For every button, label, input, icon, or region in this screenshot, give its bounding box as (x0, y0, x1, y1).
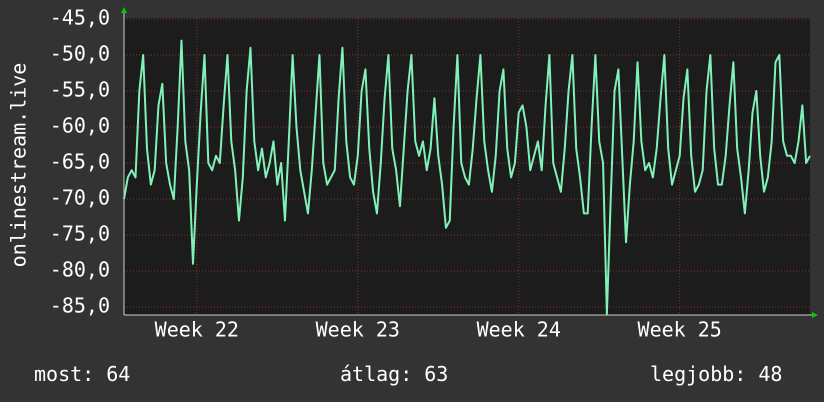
y-tick-label: -70,0 (50, 186, 110, 210)
y-tick-label: -75,0 (50, 222, 110, 246)
x-tick-label: Week 22 (155, 318, 239, 342)
y-axis-label: onlinestream.live (7, 63, 31, 268)
x-tick-label: Week 23 (316, 318, 400, 342)
stat-value: 48 (758, 362, 782, 386)
y-tick-label: -85,0 (50, 294, 110, 318)
y-tick-label: -60,0 (50, 114, 110, 138)
y-tick-label: -80,0 (50, 258, 110, 282)
x-tick-label: Week 25 (638, 318, 722, 342)
data-line (123, 39, 811, 316)
y-tick-label: -50,0 (50, 42, 110, 66)
y-tick-label: -45,0 (50, 6, 110, 30)
stat-label: átlag: (340, 362, 412, 386)
stat: legjobb: 48 (650, 362, 782, 386)
x-tick-label: Week 24 (477, 318, 561, 342)
stat: átlag: 63 (340, 362, 448, 386)
plot-area (124, 18, 810, 315)
stat-value: 63 (424, 362, 448, 386)
axis-arrow (812, 312, 818, 318)
stat: most: 64 (34, 362, 130, 386)
y-tick-label: -55,0 (50, 78, 110, 102)
y-tick-label: -65,0 (50, 150, 110, 174)
stat-label: most: (34, 362, 94, 386)
stat-value: 64 (106, 362, 130, 386)
axis-arrow (121, 7, 127, 13)
stat-label: legjobb: (650, 362, 746, 386)
